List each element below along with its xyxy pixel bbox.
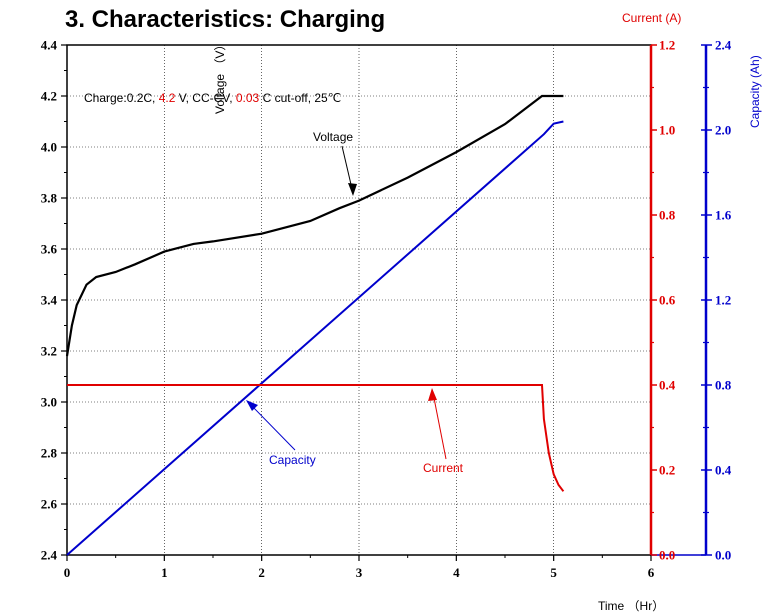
- capacity-arrowhead: [246, 400, 258, 411]
- voltage-tick-label-2.6: 2.6: [41, 497, 58, 512]
- series-line-current: [67, 384, 565, 492]
- condition-part-1: Charge:0.2C,: [84, 91, 159, 105]
- capacity-tick-label-0.8: 0.8: [715, 378, 732, 393]
- voltage-annotation: Voltage: [313, 130, 353, 144]
- x-tick-label-4: 4: [453, 565, 460, 580]
- current-tick-label-0.2: 0.2: [659, 463, 675, 478]
- x-tick-label-5: 5: [550, 565, 557, 580]
- current-tick-label-1.0: 1.0: [659, 123, 675, 138]
- current-arrowhead: [428, 388, 437, 401]
- condition-part-5: C cut-off, 25℃: [259, 91, 341, 105]
- condition-part-3: V, CC-CV,: [175, 91, 235, 105]
- voltage-tick-label-3.0: 3.0: [41, 395, 57, 410]
- capacity-annotation: Capacity: [269, 453, 316, 467]
- current-tick-label-0.8: 0.8: [659, 208, 676, 223]
- x-tick-label-0: 0: [64, 565, 71, 580]
- grid-lines: [67, 45, 651, 555]
- current-annotation-pointer: [432, 392, 447, 460]
- voltage-axis-ticks: 2.4 2.6 2.8 3.0 3.2 3.4 3.6 3.8 4.0 4.2 4.4: [41, 38, 67, 563]
- voltage-tick-label-3.4: 3.4: [41, 293, 58, 308]
- x-axis-label: Time （Hr）: [598, 599, 664, 613]
- chart-title: 3. Characteristics: Charging: [65, 6, 385, 33]
- x-tick-label-6: 6: [648, 565, 655, 580]
- capacity-tick-label-1.6: 1.6: [715, 208, 732, 223]
- x-tick-label-1: 1: [161, 565, 168, 580]
- current-tick-label-0.6: 0.6: [659, 293, 676, 308]
- voltage-arrowhead: [348, 183, 357, 196]
- x-tick-label-3: 3: [356, 565, 363, 580]
- capacity-annotation-pointer: [249, 403, 296, 451]
- current-tick-label-1.2: 1.2: [659, 38, 675, 53]
- condition-part-2: 4.2: [159, 91, 176, 105]
- x-axis-ticks: 0 1 2 3 4 5 6: [64, 555, 655, 580]
- capacity-tick-label-2.0: 2.0: [715, 123, 731, 138]
- condition-part-4: 0.03: [236, 91, 260, 105]
- voltage-tick-label-3.6: 3.6: [41, 242, 58, 257]
- capacity-tick-label-2.4: 2.4: [715, 38, 732, 53]
- voltage-tick-label-4.0: 4.0: [41, 140, 57, 155]
- voltage-tick-label-3.8: 3.8: [41, 191, 58, 206]
- charge-condition-text: Charge:0.2C, 4.2 V, CC-CV, 0.03 C cut-of…: [84, 91, 341, 105]
- capacity-axis-ticks: 0.0 0.4 0.8 1.2 1.6 2.0 2.4: [701, 38, 732, 563]
- current-tick-label-0.4: 0.4: [659, 378, 676, 393]
- current-tick-label-0.0: 0.0: [659, 548, 675, 563]
- voltage-axis-label: Voltage （V）: [213, 39, 227, 114]
- voltage-tick-label-4.2: 4.2: [41, 89, 57, 104]
- voltage-tick-label-3.2: 3.2: [41, 344, 57, 359]
- current-axis-label: Current (A): [622, 11, 681, 25]
- capacity-tick-label-0.0: 0.0: [715, 548, 731, 563]
- voltage-tick-label-4.4: 4.4: [41, 38, 58, 53]
- capacity-tick-label-1.2: 1.2: [715, 293, 731, 308]
- x-tick-label-2: 2: [258, 565, 265, 580]
- capacity-axis-label: Capacity (Ah): [748, 55, 762, 128]
- current-annotation: Current: [423, 461, 464, 475]
- current-axis-ticks: 0.0 0.2 0.4 0.6 0.8 1.0 1.2: [651, 38, 676, 563]
- voltage-tick-label-2.8: 2.8: [41, 446, 58, 461]
- series-line-capacity: [66, 120, 564, 556]
- series-line-voltage: [65, 94, 564, 357]
- voltage-tick-label-2.4: 2.4: [41, 548, 58, 563]
- capacity-tick-label-0.4: 0.4: [715, 463, 732, 478]
